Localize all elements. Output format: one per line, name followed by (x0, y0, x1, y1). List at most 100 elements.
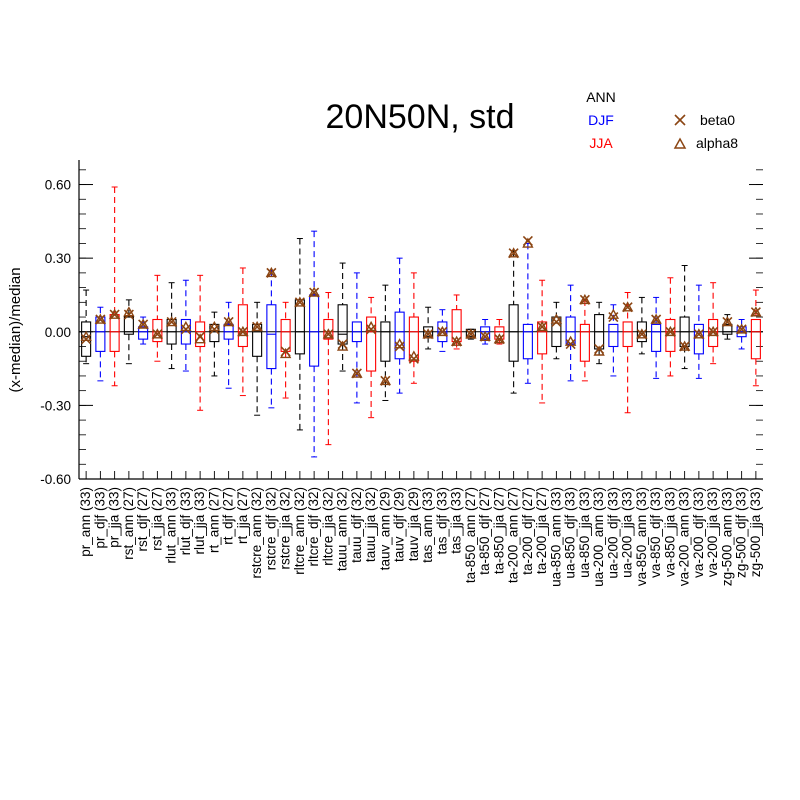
alpha8-marker (735, 323, 748, 334)
alpha8-marker (422, 328, 434, 339)
y-tick-label: -0.30 (40, 398, 71, 413)
alpha8-marker (151, 328, 164, 339)
beta0-marker (708, 326, 719, 337)
category-label: tauv_ann (29) (377, 487, 392, 570)
beta0-marker (123, 309, 134, 320)
category-label: tauv_djf (29) (392, 487, 407, 562)
alpha8-marker (450, 335, 463, 346)
category-label: ua-850_ann (33) (548, 487, 563, 587)
alpha8-marker (308, 286, 320, 297)
beta0-marker (180, 324, 191, 335)
beta0-marker (337, 338, 348, 350)
beta0-marker (309, 287, 320, 298)
alpha8-marker (222, 316, 235, 327)
box (280, 318, 291, 352)
legend-beta0-marker (674, 114, 686, 126)
alpha8-marker (579, 293, 591, 305)
category-label: ta-200_djf (27) (520, 487, 535, 575)
category-label: va-200_ann (33) (677, 487, 692, 586)
box (408, 316, 419, 362)
box (579, 323, 590, 362)
box (138, 326, 149, 340)
beta0-marker (579, 294, 590, 305)
category-label: rltcre_jja (32) (320, 487, 335, 566)
box (722, 323, 733, 335)
category-label: ta-200_ann (27) (506, 487, 521, 583)
category-label: rstcre_jja (32) (278, 487, 293, 570)
category-label: tas_jja (33) (449, 487, 464, 554)
category-label: tauu_djf (32) (349, 487, 364, 563)
category-label: pr_ann (33) (78, 487, 93, 557)
category-label: va-200_djf (33) (691, 487, 706, 578)
alpha8-marker (493, 333, 506, 344)
category-label: va-850_jja (33) (662, 487, 677, 577)
beta0-marker (437, 326, 448, 337)
box (522, 323, 533, 360)
beta0-marker (537, 321, 548, 332)
beta0-marker (81, 334, 92, 345)
legend-alpha8-marker (673, 137, 687, 149)
alpha8-marker (322, 328, 335, 339)
category-label: rt_ann (27) (206, 487, 221, 553)
beta0-marker (408, 353, 419, 364)
box (195, 321, 206, 348)
category-label: ua-200_djf (33) (605, 487, 620, 579)
beta0-marker (750, 307, 761, 318)
alpha8-marker (294, 296, 306, 307)
beta0-marker (351, 368, 362, 379)
category-label: rst_ann (27) (121, 487, 136, 560)
beta0-marker (152, 329, 163, 340)
category-label: rstcre_ann (32) (249, 487, 264, 579)
box (651, 323, 662, 352)
box (309, 294, 320, 367)
category-label: zg-500_ann (33) (719, 487, 734, 586)
category-label: ua-850_jja (33) (577, 487, 592, 578)
legend-ann: ANN (586, 89, 616, 105)
category-label: ta-850_ann (27) (463, 487, 478, 583)
category-label: ua-850_djf (33) (563, 487, 578, 579)
alpha8-marker (94, 313, 107, 324)
beta0-marker (636, 329, 647, 340)
legend-alpha8-label: alpha8 (696, 135, 738, 151)
y-tick-label: 0.30 (45, 251, 71, 266)
beta0-marker (679, 341, 690, 352)
alpha8-marker (108, 308, 121, 319)
category-label: rltcre_djf (32) (306, 487, 321, 567)
alpha8-marker (137, 318, 149, 329)
box (109, 314, 120, 352)
beta0-marker (665, 326, 676, 337)
category-label: ta-200_jja (27) (534, 487, 549, 574)
beta0-marker (109, 309, 120, 320)
box (366, 316, 377, 372)
legend-djf: DJF (588, 112, 614, 128)
box (708, 318, 719, 348)
alpha8-marker (436, 325, 449, 337)
category-label: tas_djf (33) (434, 487, 449, 555)
category-label: zg-500_jja (33) (748, 487, 763, 577)
category-label: tas_ann (33) (420, 487, 435, 563)
category-label: rlut_jja (33) (192, 487, 207, 555)
box (237, 304, 248, 348)
beta0-marker (138, 319, 149, 330)
category-label: rst_jja (27) (149, 487, 164, 551)
alpha8-marker (165, 316, 178, 327)
y-tick-label: -0.60 (40, 472, 71, 487)
category-label: ta-850_jja (27) (491, 487, 506, 574)
alpha8-marker (507, 247, 520, 258)
alpha8-marker (379, 374, 392, 386)
beta0-marker (209, 324, 220, 335)
beta0-marker (508, 248, 519, 259)
category-labels: pr_ann (33) pr_djf (33) pr_jja (33) rst_ann… (78, 487, 763, 587)
box (394, 311, 405, 360)
y-tick-label: 0.60 (45, 178, 71, 193)
alpha8-marker (678, 340, 691, 351)
beta0-marker (423, 329, 434, 340)
category-label: pr_jja (33) (107, 487, 122, 548)
beta0-marker (223, 316, 234, 328)
beta0-marker (451, 336, 462, 347)
category-label: rltcre_ann (32) (292, 487, 307, 575)
category-label: ta-850_djf (27) (477, 487, 492, 575)
alpha8-marker (750, 306, 762, 317)
legend-beta0-label: beta0 (700, 112, 735, 128)
category-label: rt_jja (27) (235, 487, 250, 544)
